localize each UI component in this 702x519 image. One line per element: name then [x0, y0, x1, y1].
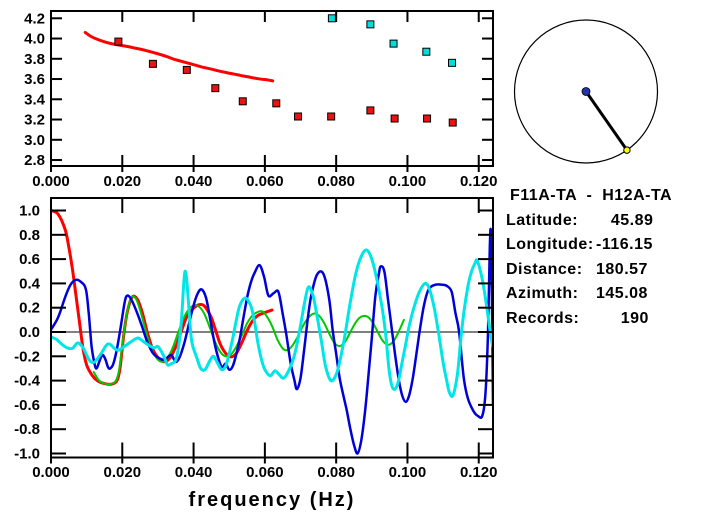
correlation-chart: 0.000 0.020 0.040 0.060 0.080 0.100 0.120 -1.0 -… — [14, 197, 498, 511]
distance-label: Distance: — [506, 260, 583, 278]
y-tick-label: 3.0 — [24, 132, 45, 149]
station-info-panel: F11A-TA - H12A-TA Latitude: 45.89 Longit… — [506, 184, 702, 331]
blue-correlation-curve — [52, 227, 492, 455]
y-tick-label: 3.6 — [24, 71, 45, 88]
cyan-dispersion-markers — [327, 14, 457, 67]
x-tick-label: 0.080 — [317, 464, 355, 481]
station-info-row: Distance: 180.57 — [506, 258, 702, 283]
x-tick-label: 0.100 — [389, 173, 427, 190]
y-tick-label: 4.0 — [24, 31, 45, 48]
dispersion-chart-frame — [50, 10, 494, 167]
station-pair-title: F11A-TA - H12A-TA — [510, 187, 673, 204]
x-tick-label: 0.020 — [104, 464, 142, 481]
x-tick-label: 0.060 — [246, 464, 284, 481]
y-tick-label: 3.4 — [24, 91, 46, 108]
azimuth-endpoint-dot — [623, 146, 631, 154]
station-info-row: Latitude: 45.89 — [506, 209, 702, 234]
longitude-label: Longitude: — [506, 236, 594, 253]
y-tick-label: 1.0 — [19, 203, 40, 220]
y-tick-label: -1.0 — [14, 445, 40, 462]
azimuth-inset — [513, 19, 659, 164]
x-tick-label: 0.040 — [175, 173, 213, 190]
y-tick-label: 0.6 — [19, 251, 40, 268]
records-label: Records: — [506, 309, 580, 327]
station-info-row: Records: 190 — [506, 307, 702, 332]
x-tick-label: 0.000 — [32, 173, 70, 190]
azimuth-line — [584, 90, 629, 151]
azimuth-label: Azimuth: — [506, 285, 579, 302]
red-dispersion-markers-point — [366, 106, 375, 115]
cyan-dispersion-markers-point — [366, 20, 375, 29]
x-tick-label: 0.080 — [317, 173, 355, 190]
red-dispersion-markers-point — [211, 84, 220, 93]
red-dispersion-markers-point — [148, 59, 157, 68]
y-tick-label: 0.0 — [19, 324, 40, 341]
cyan-dispersion-markers-point — [389, 39, 398, 48]
longitude-value: -116.15 — [596, 236, 653, 253]
y-tick-label: 3.2 — [24, 112, 45, 129]
cyan-dispersion-markers-point — [327, 14, 336, 23]
y-tick-label: -0.8 — [14, 421, 40, 438]
latitude-label: Latitude: — [506, 211, 579, 229]
red-dispersion-markers-point — [294, 112, 303, 121]
x-tick-label: 0.020 — [104, 173, 142, 190]
model-dispersion-curve — [83, 30, 275, 83]
azimuth-value: 145.08 — [596, 285, 648, 302]
y-tick-label: 0.4 — [19, 275, 41, 292]
cyan-correlation-curve — [52, 248, 492, 398]
x-tick-label: 0.000 — [32, 464, 70, 481]
station-info-row: Longitude: -116.15 — [506, 233, 702, 258]
x-tick-label: 0.100 — [389, 464, 427, 481]
red-dispersion-markers-point — [327, 112, 336, 121]
red-dispersion-markers-point — [272, 99, 281, 108]
red-dispersion-markers-point — [114, 37, 123, 46]
y-tick-label: -0.4 — [14, 373, 41, 390]
azimuth-circle — [513, 19, 659, 164]
y-tick-label: 0.2 — [19, 300, 40, 317]
distance-value: 180.57 — [596, 260, 648, 278]
y-tick-label: 3.8 — [24, 51, 45, 68]
dispersion-chart-ticks — [50, 12, 492, 172]
station-info-row: Azimuth: 145.08 — [506, 282, 702, 307]
correlation-chart-ticks — [50, 199, 492, 464]
red-dispersion-markers-point — [390, 114, 399, 123]
x-tick-label: 0.120 — [460, 464, 498, 481]
y-tick-label: -0.2 — [14, 348, 40, 365]
red-dispersion-markers — [114, 37, 457, 127]
red-dispersion-markers-point — [448, 118, 457, 127]
y-tick-label: 2.8 — [24, 152, 45, 169]
latitude-value: 45.89 — [596, 211, 654, 229]
y-tick-label: 4.2 — [24, 10, 45, 27]
red-dispersion-markers-point — [182, 65, 191, 74]
records-value: 190 — [596, 309, 649, 327]
station-center-dot — [581, 87, 591, 96]
red-dispersion-markers-point — [238, 97, 247, 106]
x-tick-label: 0.060 — [246, 173, 284, 190]
y-tick-label: 0.8 — [19, 227, 40, 244]
red-dispersion-markers-point — [423, 114, 432, 123]
dispersion-chart: 0.000 0.020 0.040 0.060 0.080 0.100 0.120 2.8 3.… — [24, 10, 498, 190]
cyan-dispersion-markers-point — [422, 47, 431, 56]
x-tick-label: 0.120 — [460, 173, 498, 190]
y-tick-label: -0.6 — [14, 397, 40, 414]
green-correlation-curve — [92, 295, 405, 386]
cyan-dispersion-markers-point — [448, 58, 457, 67]
x-axis-label: frequency (Hz) — [189, 489, 356, 511]
x-tick-label: 0.040 — [175, 464, 213, 481]
correlation-chart-frame — [50, 197, 494, 459]
